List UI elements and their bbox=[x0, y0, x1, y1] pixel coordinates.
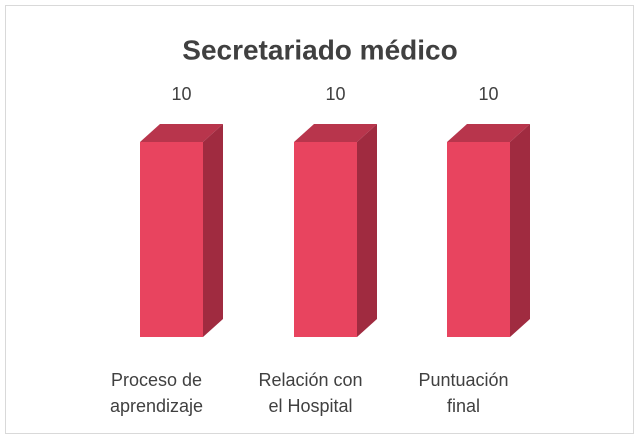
x-tick-label: Proceso de aprendizaje bbox=[109, 370, 204, 416]
bar-top bbox=[294, 124, 377, 142]
bar-side bbox=[357, 124, 377, 337]
bar-top bbox=[447, 124, 530, 142]
bar-side bbox=[203, 124, 223, 337]
chart-title: Secretariado médico bbox=[182, 34, 457, 65]
bar bbox=[140, 142, 203, 337]
data-label: 10 bbox=[171, 84, 191, 104]
bar-side bbox=[510, 124, 530, 337]
bar bbox=[294, 142, 357, 337]
bar-top bbox=[140, 124, 223, 142]
x-tick-label: Puntuación final bbox=[418, 370, 509, 416]
data-label: 10 bbox=[325, 84, 345, 104]
data-label: 10 bbox=[478, 84, 498, 104]
bar bbox=[447, 142, 510, 337]
x-tick-label: Relación con el Hospital bbox=[258, 370, 363, 416]
